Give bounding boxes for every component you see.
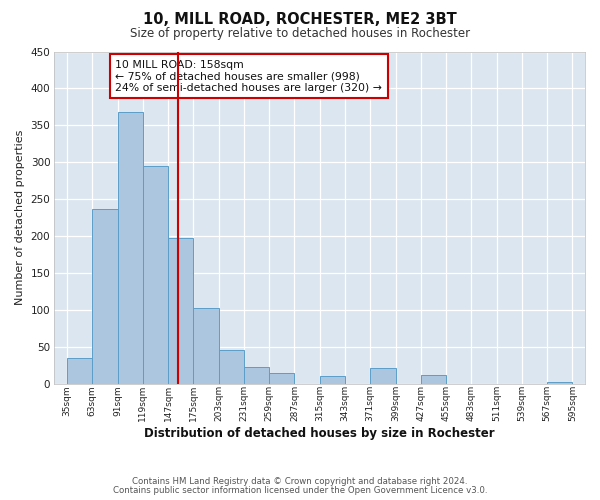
Bar (193, 308, 218, 384)
Bar (218, 350, 244, 384)
Bar (118, 112, 143, 384)
X-axis label: Distribution of detached houses by size in Rochester: Distribution of detached houses by size … (145, 427, 495, 440)
Text: Size of property relative to detached houses in Rochester: Size of property relative to detached ho… (130, 28, 470, 40)
Text: 10 MILL ROAD: 158sqm
← 75% of detached houses are smaller (998)
24% of semi-deta: 10 MILL ROAD: 158sqm ← 75% of detached h… (115, 60, 382, 93)
Bar (92, 210, 118, 384)
Bar (269, 372, 295, 384)
Text: 10, MILL ROAD, ROCHESTER, ME2 3BT: 10, MILL ROAD, ROCHESTER, ME2 3BT (143, 12, 457, 28)
Bar (547, 382, 572, 384)
Bar (67, 358, 92, 384)
Bar (168, 238, 193, 384)
Bar (320, 376, 345, 384)
Bar (370, 368, 395, 384)
Bar (143, 166, 168, 384)
Bar (244, 368, 269, 384)
Text: Contains HM Land Registry data © Crown copyright and database right 2024.: Contains HM Land Registry data © Crown c… (132, 477, 468, 486)
Y-axis label: Number of detached properties: Number of detached properties (15, 130, 25, 306)
Bar (421, 375, 446, 384)
Text: Contains public sector information licensed under the Open Government Licence v3: Contains public sector information licen… (113, 486, 487, 495)
